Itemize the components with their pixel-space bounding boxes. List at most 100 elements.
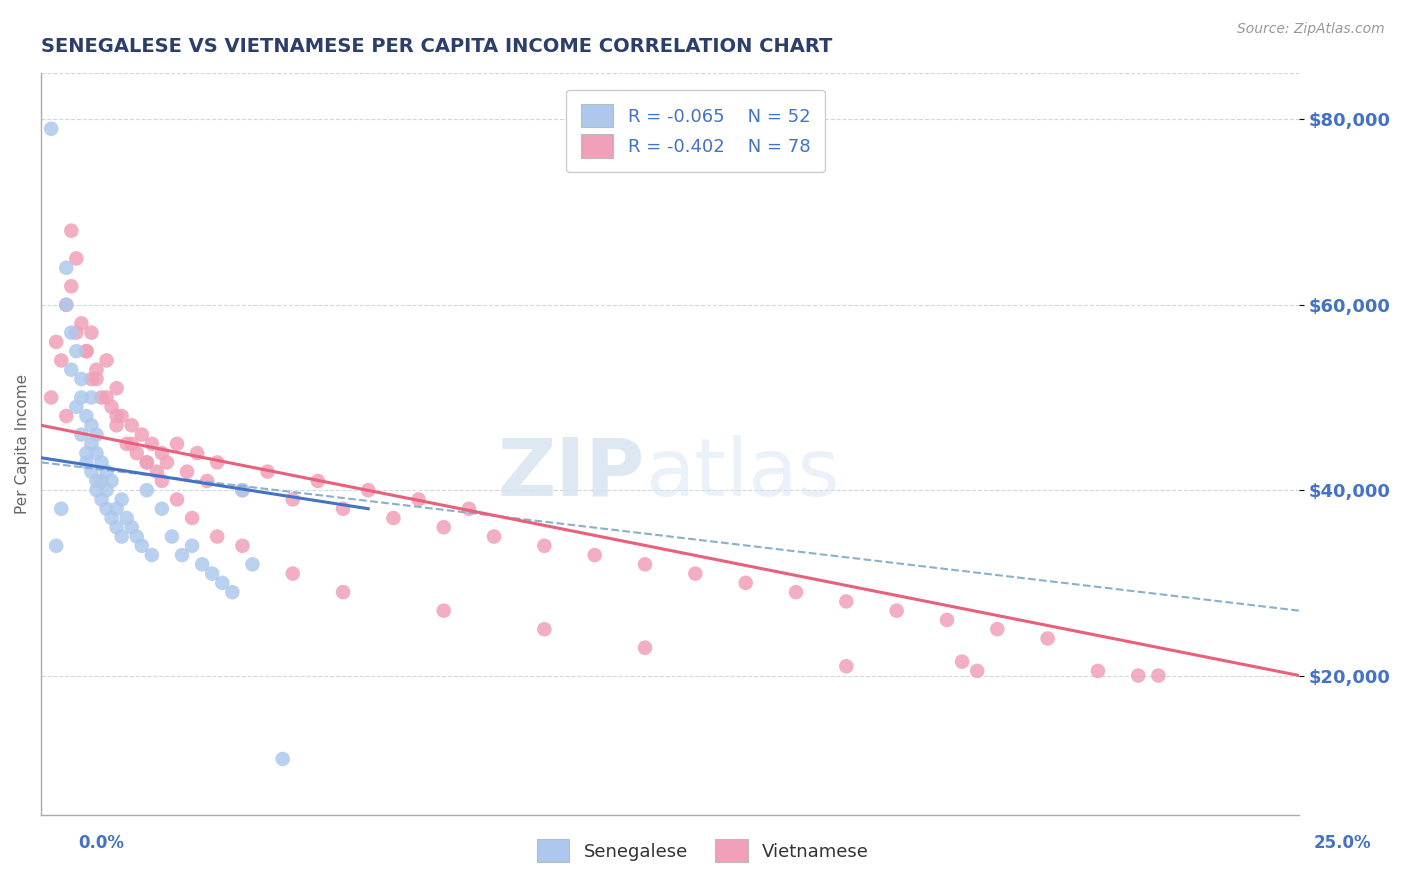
Point <box>1087 664 1109 678</box>
Point <box>70 391 93 405</box>
Point <box>408 492 430 507</box>
Point <box>51 501 73 516</box>
Point <box>96 465 118 479</box>
Point <box>170 548 193 562</box>
Point <box>533 622 555 636</box>
Point <box>242 558 264 572</box>
Point <box>86 362 108 376</box>
Point <box>166 437 188 451</box>
Text: ZIP: ZIP <box>498 434 645 513</box>
Point <box>121 520 143 534</box>
Point <box>433 604 456 618</box>
Point <box>65 344 87 359</box>
Point <box>141 548 163 562</box>
Point <box>207 529 229 543</box>
Point <box>45 539 67 553</box>
Point <box>950 655 973 669</box>
Point <box>986 622 1008 636</box>
Point <box>191 558 214 572</box>
Point <box>135 455 157 469</box>
Point <box>256 465 278 479</box>
Point <box>121 437 143 451</box>
Point <box>357 483 380 498</box>
Point <box>75 344 97 359</box>
Point <box>96 391 118 405</box>
Point <box>100 400 122 414</box>
Point <box>90 492 112 507</box>
Point <box>60 279 83 293</box>
Point <box>39 391 62 405</box>
Point <box>482 529 505 543</box>
Point <box>457 501 479 516</box>
Point <box>231 539 253 553</box>
Point <box>195 474 218 488</box>
Point <box>70 427 93 442</box>
Point <box>150 446 173 460</box>
Point <box>271 752 294 766</box>
Point <box>90 474 112 488</box>
Point <box>80 418 103 433</box>
Point <box>80 326 103 340</box>
Legend: Senegalese, Vietnamese: Senegalese, Vietnamese <box>530 832 876 870</box>
Point <box>65 400 87 414</box>
Point <box>70 372 93 386</box>
Point <box>80 391 103 405</box>
Point <box>96 483 118 498</box>
Point <box>70 317 93 331</box>
Point <box>55 409 77 423</box>
Point <box>86 446 108 460</box>
Legend: R = -0.065    N = 52, R = -0.402    N = 78: R = -0.065 N = 52, R = -0.402 N = 78 <box>567 89 824 172</box>
Point <box>75 344 97 359</box>
Point <box>80 437 103 451</box>
Point <box>135 483 157 498</box>
Point <box>160 529 183 543</box>
Point <box>55 260 77 275</box>
Point <box>60 362 83 376</box>
Point <box>1128 668 1150 682</box>
Point <box>45 334 67 349</box>
Point <box>734 575 756 590</box>
Point <box>966 664 988 678</box>
Point <box>1036 632 1059 646</box>
Text: Source: ZipAtlas.com: Source: ZipAtlas.com <box>1237 22 1385 37</box>
Point <box>80 465 103 479</box>
Point <box>181 511 204 525</box>
Point <box>936 613 959 627</box>
Point <box>533 539 555 553</box>
Point <box>86 483 108 498</box>
Point <box>115 511 138 525</box>
Point <box>65 252 87 266</box>
Point <box>231 483 253 498</box>
Point <box>105 381 128 395</box>
Point <box>281 566 304 581</box>
Point <box>583 548 606 562</box>
Point <box>105 520 128 534</box>
Point <box>125 446 148 460</box>
Point <box>65 326 87 340</box>
Point <box>100 474 122 488</box>
Point <box>111 409 134 423</box>
Point <box>201 566 224 581</box>
Text: 25.0%: 25.0% <box>1315 834 1371 852</box>
Point <box>96 353 118 368</box>
Point <box>186 446 208 460</box>
Point <box>307 474 329 488</box>
Point <box>785 585 807 599</box>
Point <box>75 409 97 423</box>
Point <box>332 501 354 516</box>
Point <box>382 511 405 525</box>
Point <box>231 483 253 498</box>
Point <box>111 492 134 507</box>
Point <box>146 465 169 479</box>
Point <box>166 492 188 507</box>
Point <box>150 501 173 516</box>
Point <box>141 437 163 451</box>
Point <box>115 437 138 451</box>
Point <box>207 455 229 469</box>
Point <box>131 427 153 442</box>
Point <box>111 529 134 543</box>
Point <box>835 594 858 608</box>
Point <box>211 575 233 590</box>
Point <box>176 465 198 479</box>
Point <box>90 391 112 405</box>
